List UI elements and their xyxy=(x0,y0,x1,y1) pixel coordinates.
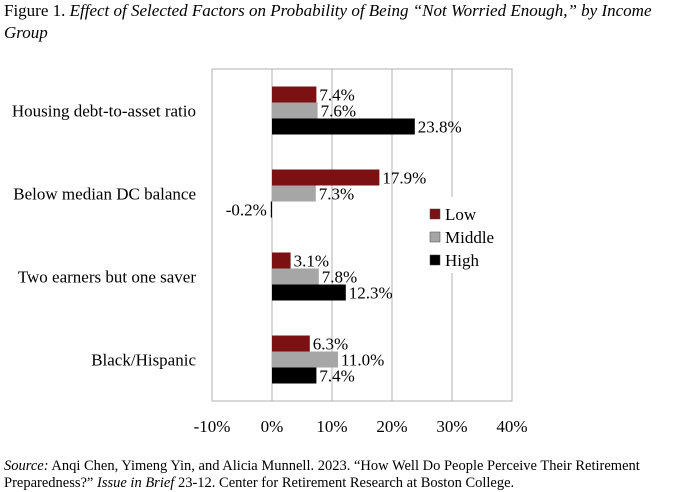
data-label: 7.3% xyxy=(319,185,354,204)
source-publication: Issue in Brief xyxy=(97,475,175,491)
figure-title: Figure 1. Effect of Selected Factors on … xyxy=(4,0,694,44)
x-tick-label: 40% xyxy=(496,417,527,436)
figure-label: Figure 1. xyxy=(4,1,66,20)
x-tick-label: 20% xyxy=(376,417,407,436)
data-label: 7.4% xyxy=(319,367,354,386)
bar-low xyxy=(272,335,310,352)
data-label: 12.3% xyxy=(349,284,393,303)
plot-frame xyxy=(211,68,513,402)
source-text-2: 23-12. Center for Retirement Research at… xyxy=(174,475,515,491)
x-tick-label: 30% xyxy=(436,417,467,436)
legend-label: Low xyxy=(445,205,477,224)
data-label: -0.2% xyxy=(226,201,267,220)
category-label: Two earners but one saver xyxy=(18,268,197,287)
legend-swatch-high xyxy=(429,254,441,266)
bar-low xyxy=(272,169,380,186)
data-label: 7.6% xyxy=(321,102,356,121)
source-note: Source: Anqi Chen, Yimeng Yin, and Alici… xyxy=(4,458,694,492)
bar-low xyxy=(272,252,291,269)
data-label: 11.0% xyxy=(341,351,384,370)
category-label: Housing debt-to-asset ratio xyxy=(12,102,196,121)
data-label: 23.8% xyxy=(418,118,462,137)
bar-low xyxy=(272,86,317,103)
data-label: 7.4% xyxy=(319,86,354,105)
legend-label: Middle xyxy=(445,228,494,247)
bar-high xyxy=(272,367,317,384)
bar-high xyxy=(272,118,415,135)
x-tick-label: 0% xyxy=(261,417,284,436)
bar-chart: -10% 0% 10% 20% 30% 40% Housing debt-to-asset … xyxy=(12,68,528,436)
figure-title-text: Effect of Selected Factors on Probabilit… xyxy=(4,1,652,42)
bar-middle xyxy=(272,351,338,368)
data-label: 17.9% xyxy=(382,169,426,188)
legend-swatch-low xyxy=(429,208,441,220)
x-tick-label: 10% xyxy=(316,417,347,436)
bar-middle xyxy=(272,102,318,119)
data-label: 6.3% xyxy=(313,335,348,354)
legend-swatch-middle xyxy=(429,231,441,243)
bar-middle xyxy=(272,268,319,285)
category-label: Below median DC balance xyxy=(13,185,196,204)
legend-label: High xyxy=(445,251,480,270)
source-text-1: Anqi Chen, Yimeng Yin, and Alicia Munnel… xyxy=(4,458,640,491)
x-tick-label: -10% xyxy=(194,417,231,436)
data-label: 7.8% xyxy=(322,268,357,287)
data-label: 3.1% xyxy=(294,252,329,271)
bar-middle xyxy=(272,185,316,202)
category-label: Black/Hispanic xyxy=(91,351,196,370)
source-prefix: Source: xyxy=(4,458,49,474)
bar-high xyxy=(272,284,346,301)
bar-high xyxy=(270,201,272,218)
